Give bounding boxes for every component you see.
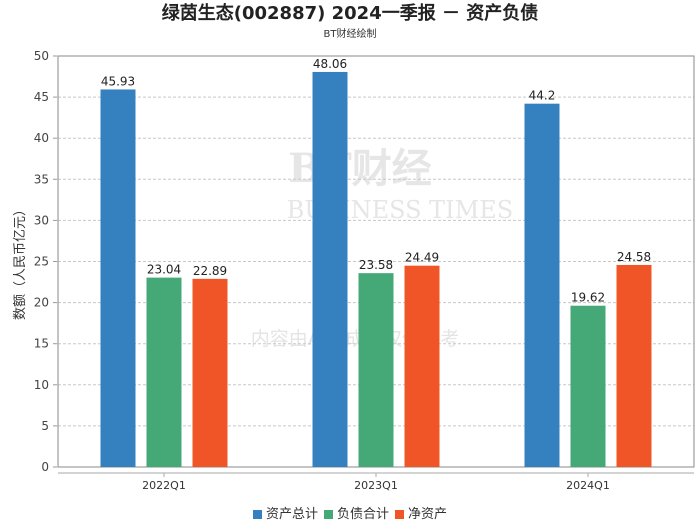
legend-label: 净资产	[408, 507, 448, 522]
y-tick-label: 35	[34, 172, 49, 186]
chart-title: 绿茵生态(002887) 2024一季报 － 资产负债	[161, 3, 539, 24]
y-tick-label: 20	[34, 296, 49, 310]
bar	[616, 264, 652, 467]
legend-label: 负债合计	[336, 507, 389, 522]
bar	[146, 277, 182, 467]
legend-swatch	[323, 510, 333, 519]
data-label: 44.2	[529, 89, 556, 103]
legend-item[interactable]: 净资产	[395, 503, 447, 522]
chart-subtitle: BT财经绘制	[323, 29, 377, 40]
data-label: 24.49	[405, 251, 439, 265]
x-tick-label: 2023Q1	[354, 479, 398, 492]
data-label: 23.04	[147, 263, 181, 277]
y-tick-label: 15	[34, 337, 49, 351]
data-label: 24.58	[617, 250, 651, 264]
data-label: 45.93	[101, 74, 135, 88]
legend-item[interactable]: 负债合计	[323, 503, 389, 522]
bar	[100, 89, 136, 468]
y-tick-label: 50	[34, 49, 49, 63]
legend: 资产总计 负债合计 净资产	[0, 503, 700, 522]
y-tick-label: 10	[34, 378, 49, 392]
y-tick-label: 45	[34, 90, 49, 104]
y-tick-label: 5	[41, 419, 49, 433]
bar	[524, 103, 560, 468]
bar	[570, 305, 606, 467]
bar	[192, 278, 228, 467]
legend-swatch	[252, 510, 262, 519]
x-tick-label: 2022Q1	[142, 479, 186, 492]
x-tick-label: 2024Q1	[566, 479, 610, 492]
legend-swatch	[395, 510, 404, 519]
legend-item[interactable]: 资产总计	[252, 503, 318, 522]
bar	[404, 265, 440, 467]
y-tick-label: 0	[41, 460, 49, 474]
data-label: 48.06	[313, 57, 347, 71]
data-label: 23.58	[359, 258, 393, 272]
data-label: 22.89	[193, 264, 227, 278]
data-label: 19.62	[571, 291, 605, 305]
watermark-brand: BT财经	[288, 145, 432, 192]
bar	[312, 71, 348, 467]
y-tick-label: 25	[34, 255, 49, 269]
y-axis-label: 数额（人民币亿元）	[13, 203, 28, 320]
y-tick-label: 30	[34, 213, 49, 227]
legend-label: 资产总计	[265, 507, 318, 522]
y-tick-label: 40	[34, 131, 49, 145]
bar	[358, 273, 394, 467]
